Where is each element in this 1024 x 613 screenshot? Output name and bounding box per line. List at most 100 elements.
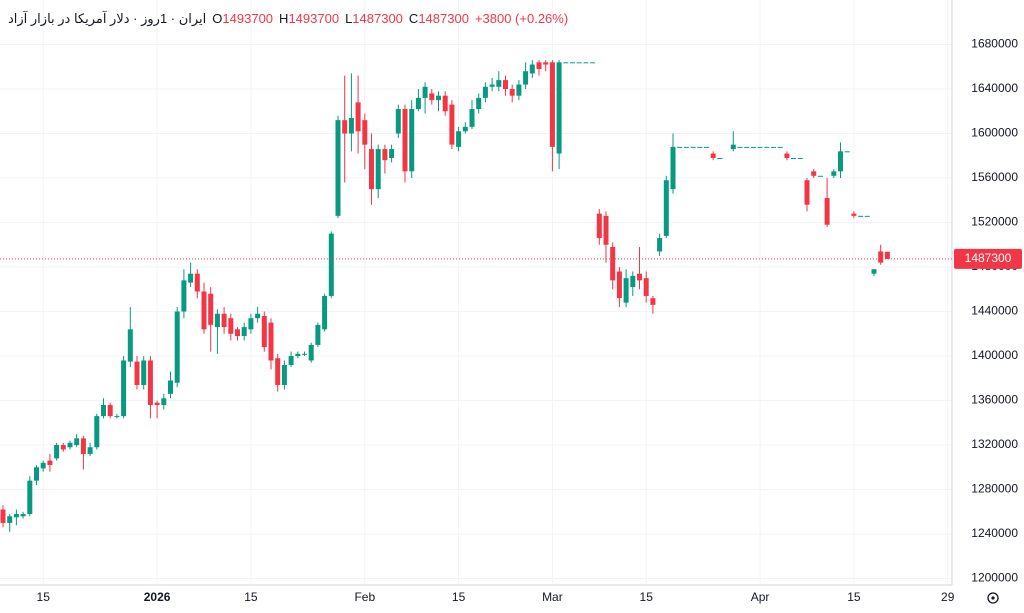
y-tick-label: 1280000 <box>971 482 1018 496</box>
ohlc-key: O <box>212 11 223 26</box>
candle-body <box>590 62 596 64</box>
candle-body <box>342 120 348 134</box>
candle-body <box>268 322 274 361</box>
candle-body <box>509 89 515 96</box>
candle-body <box>101 404 106 417</box>
candle-body <box>630 275 636 288</box>
candle-body <box>663 180 669 236</box>
candle-body <box>563 62 569 64</box>
y-tick-label: 1400000 <box>971 348 1018 362</box>
candle-body <box>141 360 147 385</box>
candle-body <box>67 442 73 448</box>
x-tick-label: 15 <box>37 590 51 604</box>
candle-body <box>616 271 622 299</box>
candle-body <box>54 445 60 459</box>
candle-body <box>831 171 837 176</box>
x-tick-label: 15 <box>847 590 861 604</box>
candle-body <box>764 146 770 148</box>
candle-body <box>7 516 13 523</box>
candle-body <box>516 84 522 96</box>
candle-body <box>228 318 234 334</box>
candle-body <box>422 86 428 98</box>
candle-body <box>750 146 756 148</box>
y-tick-label: 1600000 <box>971 126 1018 140</box>
candle-body <box>147 360 153 405</box>
x-tick-label: 15 <box>244 590 258 604</box>
x-tick-label: 15 <box>640 590 654 604</box>
candle-body <box>168 380 173 394</box>
candle-body <box>730 144 736 150</box>
candle-body <box>543 62 549 65</box>
y-tick-label: 1320000 <box>971 437 1018 451</box>
candle-body <box>235 329 240 337</box>
ohlc-item: C1487300 <box>409 11 469 27</box>
last-price-box <box>954 248 1022 269</box>
candle-body <box>194 273 200 292</box>
candle-body <box>838 151 843 172</box>
ohlc-item: H1493700 <box>279 11 339 27</box>
ohlc-key: H <box>279 11 289 26</box>
candle-body <box>241 327 247 337</box>
x-tick-label: 15 <box>452 590 466 604</box>
candle-body <box>556 62 562 154</box>
candle-body <box>409 109 415 172</box>
candle-body <box>248 318 254 330</box>
candle-body <box>851 213 857 216</box>
candle-body <box>704 146 709 148</box>
candle-body <box>261 315 267 348</box>
ohlc-item: O1493700 <box>212 11 273 27</box>
x-tick-label: Feb <box>354 590 375 604</box>
x-tick-label: 2026 <box>144 590 171 604</box>
candle-body <box>797 157 803 159</box>
candle-body <box>643 278 649 296</box>
y-tick-label: 1520000 <box>971 215 1018 229</box>
candle-body <box>864 215 870 217</box>
candle-body <box>275 358 281 385</box>
candle-body <box>201 291 207 330</box>
legend: ایران · 1روز · دلار آمریکا در بازار آزاد… <box>8 11 568 27</box>
candle-body <box>188 273 194 283</box>
candle-body <box>315 324 321 345</box>
candle-body <box>596 213 602 239</box>
candle-body <box>121 360 127 417</box>
x-tick-label: 29 <box>941 590 955 604</box>
candle-body <box>134 361 140 385</box>
candle-body <box>677 146 683 148</box>
candle-body <box>308 344 314 361</box>
candle-body <box>442 95 448 112</box>
candle-body <box>375 149 381 190</box>
candle-body <box>523 71 529 85</box>
y-tick-label: 1560000 <box>971 170 1018 184</box>
candle-body <box>429 93 435 101</box>
candle-body <box>174 311 180 383</box>
y-tick-label: 1640000 <box>971 81 1018 95</box>
candle-body <box>94 416 100 448</box>
candle-body <box>348 117 354 134</box>
candle-body <box>771 146 776 148</box>
candle-body <box>214 313 220 328</box>
y-tick-label: 1200000 <box>971 571 1018 585</box>
x-tick-label: Mar <box>542 590 563 604</box>
candle-body <box>489 84 495 87</box>
candle-body <box>402 109 408 172</box>
candle-body <box>737 146 743 148</box>
settings-icon-dot <box>991 596 995 600</box>
candle-body <box>817 175 823 177</box>
candle-body <box>777 146 783 148</box>
candle-body <box>322 295 328 330</box>
candle-body <box>369 149 374 190</box>
candle-body <box>281 364 287 385</box>
candle-body <box>161 398 167 405</box>
candle-body <box>362 120 368 145</box>
candle-body <box>456 131 462 147</box>
candle-body <box>637 273 642 281</box>
candle-body <box>482 86 488 98</box>
y-tick-label: 1360000 <box>971 393 1018 407</box>
candle-body <box>650 298 656 305</box>
candle-body <box>657 238 663 252</box>
candle-body <box>697 146 703 148</box>
candle-body <box>717 157 723 159</box>
candle-body <box>13 514 19 518</box>
candle-body <box>449 104 455 145</box>
x-tick-label: Apr <box>751 590 770 604</box>
